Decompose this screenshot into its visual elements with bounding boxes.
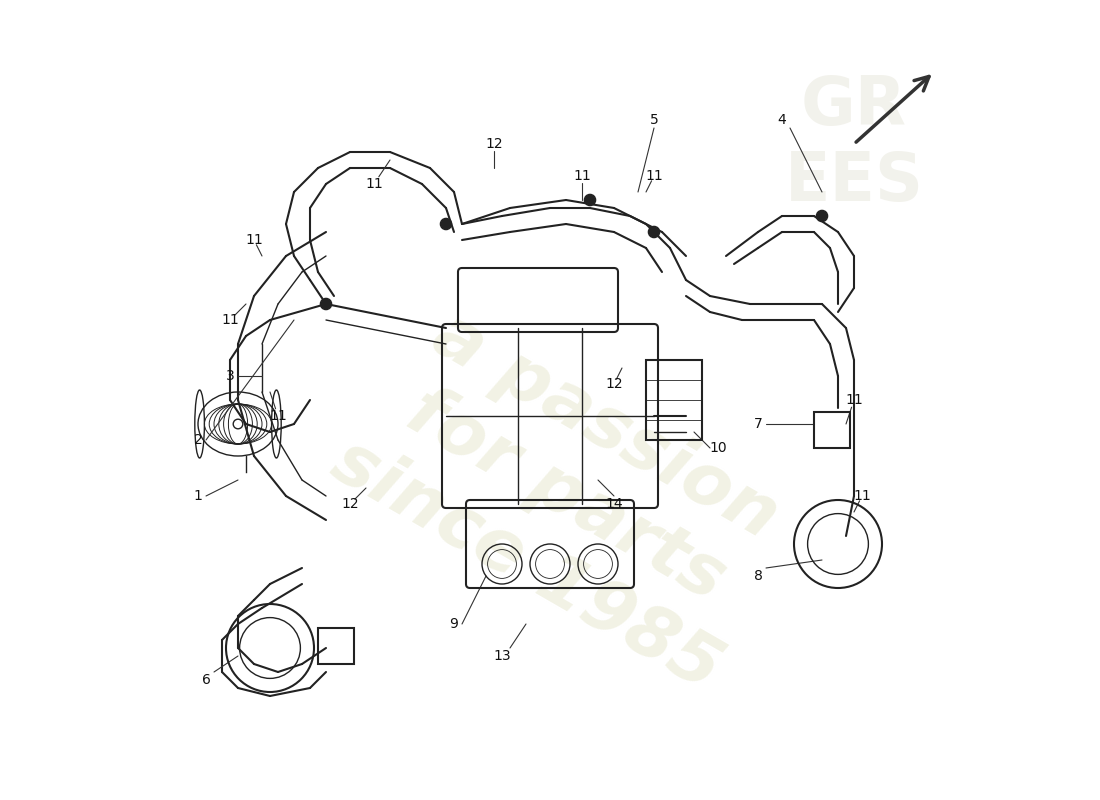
Text: 4: 4 bbox=[778, 113, 786, 127]
Text: 14: 14 bbox=[605, 497, 623, 511]
Text: 1: 1 bbox=[194, 489, 202, 503]
Text: 9: 9 bbox=[450, 617, 459, 631]
Text: 2: 2 bbox=[194, 433, 202, 447]
Text: 5: 5 bbox=[650, 113, 659, 127]
Text: 12: 12 bbox=[605, 377, 623, 391]
Text: 11: 11 bbox=[645, 169, 663, 183]
Text: a passion
for parts
since 1985: a passion for parts since 1985 bbox=[320, 288, 813, 704]
Text: 6: 6 bbox=[201, 673, 210, 687]
Text: 12: 12 bbox=[485, 137, 503, 151]
Text: 12: 12 bbox=[341, 497, 359, 511]
Text: 11: 11 bbox=[270, 409, 287, 423]
Bar bbox=[318, 628, 354, 664]
Circle shape bbox=[440, 218, 452, 230]
Circle shape bbox=[320, 298, 331, 310]
Text: 8: 8 bbox=[754, 569, 762, 583]
Text: 11: 11 bbox=[573, 169, 591, 183]
Text: 13: 13 bbox=[493, 649, 510, 663]
Text: 11: 11 bbox=[854, 489, 871, 503]
Text: 11: 11 bbox=[245, 233, 263, 247]
Text: 3: 3 bbox=[226, 369, 234, 383]
Circle shape bbox=[816, 210, 827, 222]
Text: 10: 10 bbox=[710, 441, 727, 455]
Circle shape bbox=[648, 226, 660, 238]
Text: 7: 7 bbox=[754, 417, 762, 431]
Text: 11: 11 bbox=[221, 313, 239, 327]
Text: GR
EES: GR EES bbox=[784, 73, 924, 215]
Bar bbox=[646, 360, 702, 440]
Circle shape bbox=[584, 194, 595, 206]
Text: 11: 11 bbox=[365, 177, 383, 191]
Bar bbox=[814, 412, 850, 448]
Text: 11: 11 bbox=[845, 393, 862, 407]
